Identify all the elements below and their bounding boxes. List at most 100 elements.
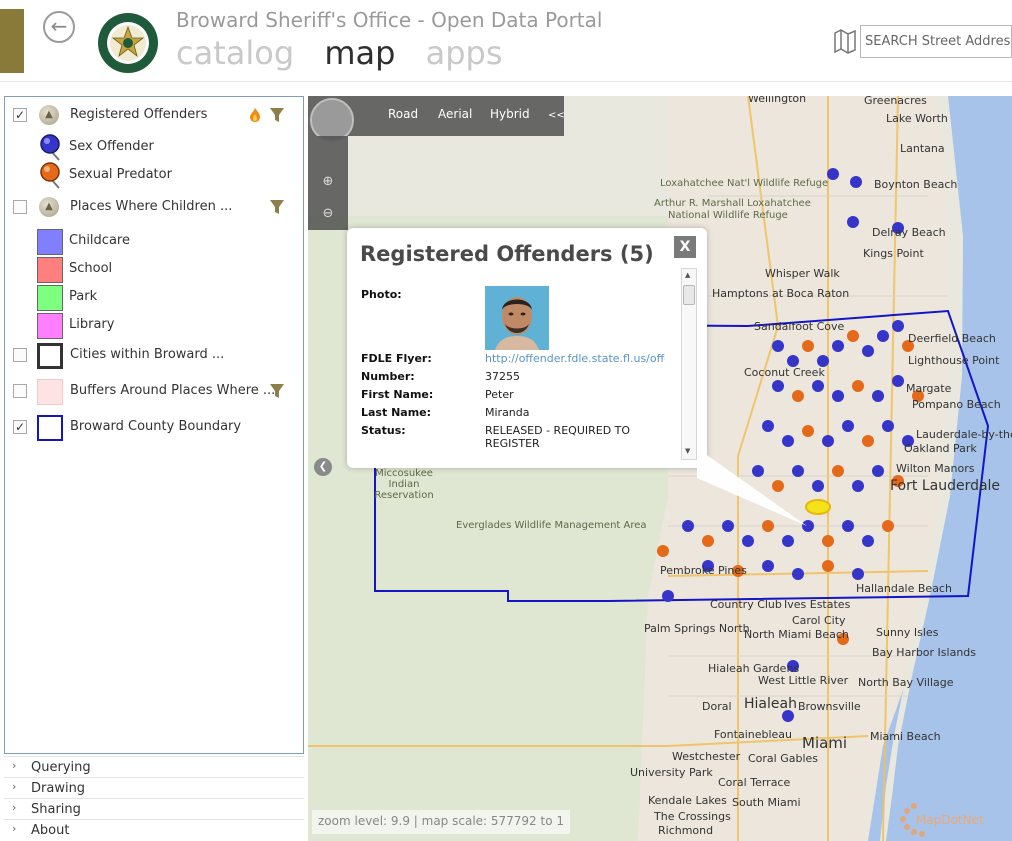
chevron-right-icon: › (12, 759, 17, 772)
layer-checkbox[interactable] (13, 384, 27, 398)
legend-sexual-predator: Sexual Predator (5, 161, 303, 189)
map-label: Hallandale Beach (856, 582, 952, 595)
map-label: Whisper Walk (765, 267, 840, 280)
map-label: Lake Worth (886, 112, 948, 125)
layer-label: Cities within Broward ... (70, 347, 225, 362)
layer-checkbox[interactable]: ✓ (13, 108, 27, 122)
legend-library: Library (5, 311, 303, 339)
map-label: Westchester (672, 750, 741, 763)
chevron-right-icon: › (12, 801, 17, 814)
zoom-out-icon[interactable]: ⊖ (322, 206, 334, 221)
map-label: Sandalfoot Cove (754, 320, 845, 333)
legend-label: Sexual Predator (69, 167, 172, 182)
map-label: Coral Gables (748, 752, 819, 765)
tool-about[interactable]: › About (4, 819, 304, 840)
marker-cluster (657, 168, 924, 722)
map-label: Doral (702, 700, 732, 713)
filter-icon[interactable] (270, 107, 284, 123)
map-label: Arthur R. Marshall Loxahatchee (654, 198, 811, 209)
library-swatch (37, 313, 63, 339)
map-label: Ives Estates (784, 598, 851, 611)
map-label: Wellington (748, 96, 807, 105)
layer-places-where-children: ▲ Places Where Children ... (5, 193, 303, 221)
buffers-legend (5, 377, 303, 405)
legend-sex-offender: Sex Offender (5, 133, 303, 161)
map-label: Palm Springs North (644, 622, 750, 635)
map-label: Boynton Beach (874, 178, 958, 191)
legend-label: School (69, 261, 113, 276)
layer-checkbox[interactable]: ✓ (13, 420, 27, 434)
popup-body[interactable]: Photo: FDLE Flyer: http://offender.fdle.… (347, 276, 679, 462)
map-canvas[interactable]: Wellington Greenacres Lake Worth Lantana… (308, 96, 1012, 841)
flyer-link[interactable]: http://offender.fdle.state.fl.us/offende… (485, 352, 665, 365)
legend-label: Park (69, 289, 98, 304)
map-label: Kings Point (863, 247, 924, 260)
park-swatch (37, 285, 63, 311)
field-value: 37255 (485, 370, 520, 383)
legend-label: Library (69, 317, 115, 332)
map-type-road[interactable]: Road (388, 107, 419, 121)
sheriff-logo (98, 13, 158, 73)
field-value: Peter (485, 388, 514, 401)
layer-panel: ✓ ▲ Registered Offenders Sex Offender Se… (4, 96, 304, 754)
field-label: Number: (361, 370, 415, 383)
scroll-thumb[interactable] (683, 285, 695, 305)
close-button[interactable]: X (674, 236, 696, 258)
layer-label: Broward County Boundary (70, 419, 242, 434)
search-input[interactable] (860, 25, 1012, 58)
popup-title: Registered Offenders (5) (360, 242, 654, 266)
map-type-aerial[interactable]: Aerial (438, 107, 473, 121)
popup-pointer (697, 448, 807, 526)
map-label: Lighthouse Point (908, 354, 1000, 367)
map-label: University Park (630, 766, 713, 779)
tool-querying[interactable]: › Querying (4, 756, 304, 777)
zoom-controls: ⊕ ⊖ (308, 136, 348, 230)
map-label: Richmond (658, 824, 714, 837)
map-label: Lantana (900, 142, 945, 155)
back-button[interactable]: ← (43, 11, 75, 43)
layer-checkbox[interactable] (13, 348, 27, 362)
map-label: Wilton Manors (896, 462, 975, 475)
chevron-right-icon: › (12, 822, 17, 835)
boundary-legend (5, 413, 303, 441)
map-label: Country Club (710, 598, 782, 611)
nav-catalog[interactable]: catalog (176, 34, 295, 72)
watermark-text: MapDotNet (916, 813, 984, 827)
map-label: Fontainebleau (714, 728, 793, 741)
orange-pin-icon (40, 162, 60, 189)
school-swatch (37, 257, 63, 283)
popup-scrollbar[interactable]: ▲ ▼ (681, 268, 697, 460)
scroll-up-icon[interactable]: ▲ (685, 271, 691, 279)
map-label: Lauderdale-by-the-Sea (916, 428, 1012, 441)
filter-icon[interactable] (270, 199, 284, 215)
expander-icon[interactable]: ▲ (39, 197, 59, 217)
expander-icon[interactable]: ▲ (39, 105, 59, 125)
nav-apps[interactable]: apps (425, 34, 503, 72)
map-icon[interactable] (834, 28, 856, 54)
heatmap-icon[interactable] (250, 108, 260, 122)
layer-checkbox[interactable] (13, 200, 27, 214)
tool-sharing[interactable]: › Sharing (4, 798, 304, 819)
blue-pin-icon (40, 134, 60, 161)
map-label: Pompano Beach (912, 398, 1001, 411)
map-label: Margate (906, 382, 952, 395)
map-label: Miami (802, 734, 848, 752)
zoom-in-icon[interactable]: ⊕ (322, 174, 334, 189)
map-label: Carol City (792, 614, 846, 627)
chevron-right-icon: › (12, 780, 17, 793)
legend-label: Childcare (69, 233, 130, 248)
nav-map[interactable]: map (324, 34, 396, 72)
layer-buffers: Buffers Around Places Where ... (5, 377, 303, 405)
legend-park: Park (5, 283, 303, 311)
tool-drawing[interactable]: › Drawing (4, 777, 304, 798)
map-label: Hialeah (744, 696, 797, 712)
scroll-down-icon[interactable]: ▼ (685, 447, 691, 455)
buffers-swatch (37, 379, 63, 405)
collapse-toolbar-button[interactable]: << (548, 110, 565, 121)
map-label: Everglades Wildlife Management Area (456, 520, 647, 531)
field-label: Status: (361, 424, 406, 437)
pan-left-icon[interactable]: ❮ (314, 458, 332, 476)
map-label: Kendale Lakes (648, 794, 727, 807)
filter-icon[interactable] (270, 383, 284, 399)
map-type-hybrid[interactable]: Hybrid (490, 107, 530, 121)
